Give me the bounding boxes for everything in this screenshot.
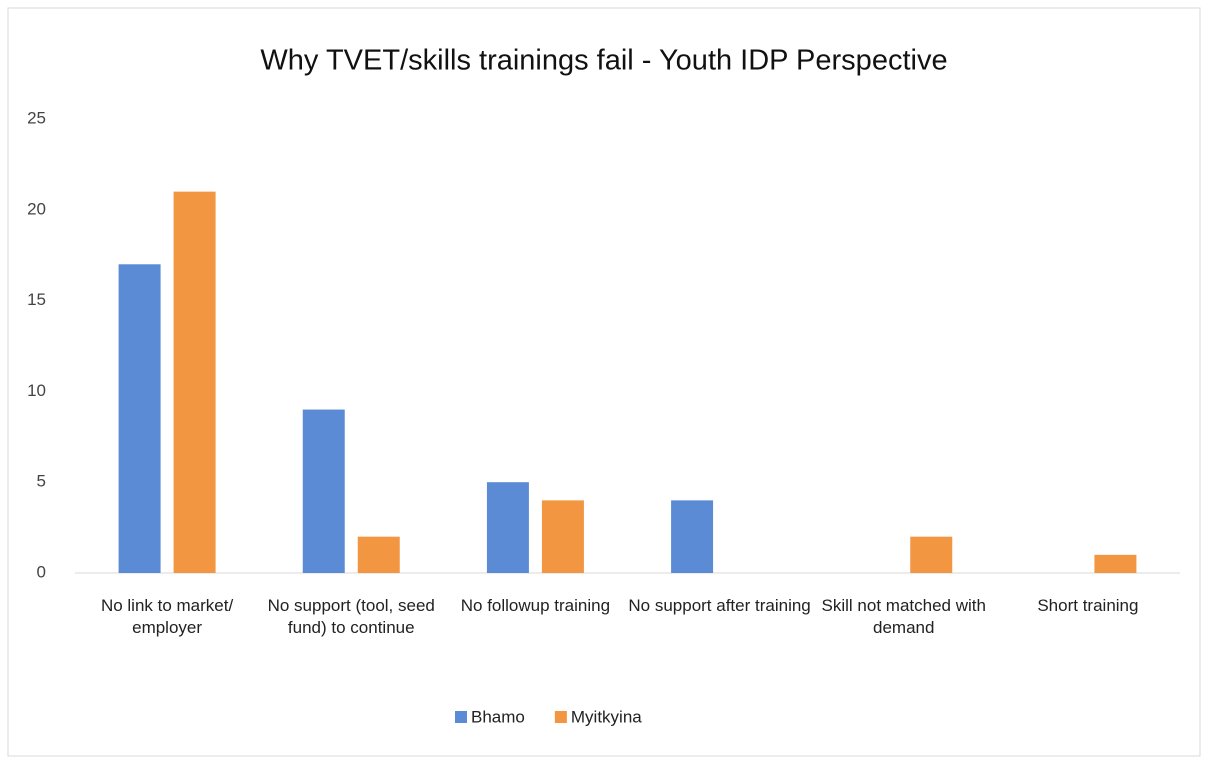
x-tick-label: No support (tool, seed fund) to continue (267, 596, 435, 637)
y-tick-label: 20 (27, 199, 46, 218)
y-tick-label: 15 (27, 290, 46, 309)
legend-swatch (455, 711, 467, 723)
bar (357, 536, 400, 573)
bar (910, 536, 953, 573)
x-tick-label: No link to market/ employer (100, 596, 234, 637)
y-tick-label: 0 (37, 562, 46, 581)
x-tick-label: No support after training (628, 596, 811, 615)
x-tick-label: No followup training (460, 596, 611, 615)
legend-swatch (554, 711, 567, 723)
y-tick-label: 5 (37, 472, 46, 491)
y-tick-label: 25 (27, 108, 46, 127)
x-tick-label: Skill not matched with demand (821, 596, 986, 637)
x-tick-label: Short training (1037, 596, 1139, 615)
y-tick-label: 10 (27, 381, 46, 400)
bar (302, 409, 345, 573)
bar (541, 500, 584, 573)
bar (173, 191, 216, 573)
bar (486, 482, 529, 573)
legend-label: Bhamo (471, 707, 525, 726)
bar (1094, 554, 1137, 573)
bar (118, 264, 161, 573)
legend-label: Myitkyina (571, 707, 642, 726)
bar (671, 500, 714, 573)
chart-title: Why TVET/skills trainings fail - Youth I… (260, 45, 947, 77)
